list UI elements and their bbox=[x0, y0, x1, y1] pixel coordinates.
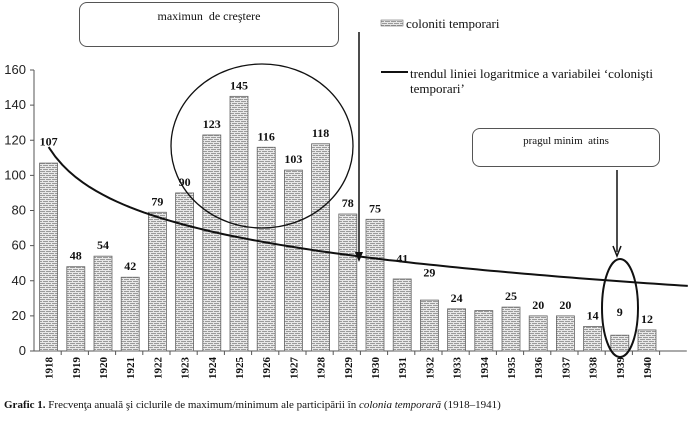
bar bbox=[147, 211, 167, 352]
bar bbox=[528, 315, 548, 352]
x-tick-label: 1919 bbox=[71, 357, 83, 380]
y-tick-label: 80 bbox=[12, 203, 26, 218]
x-tick-label: 1923 bbox=[180, 357, 192, 380]
x-tick-label: 1940 bbox=[642, 357, 654, 380]
data-label: 20 bbox=[532, 298, 544, 312]
x-tick-label: 1937 bbox=[560, 357, 572, 380]
arrow-max-head bbox=[355, 252, 363, 262]
x-tick-label: 1938 bbox=[588, 357, 600, 380]
data-label: 48 bbox=[70, 249, 82, 263]
bar bbox=[392, 278, 412, 352]
bar bbox=[556, 315, 575, 352]
bar bbox=[447, 308, 467, 352]
bar bbox=[338, 213, 358, 352]
bar bbox=[583, 326, 602, 352]
x-tick-label: 1924 bbox=[207, 357, 219, 380]
data-label: 14 bbox=[587, 308, 599, 322]
annotation-max-text: maximun de creştere bbox=[157, 9, 261, 23]
bar bbox=[66, 266, 86, 352]
bar bbox=[501, 306, 521, 352]
bar bbox=[256, 146, 276, 352]
data-label: 41 bbox=[396, 252, 408, 266]
x-tick-label: 1918 bbox=[44, 357, 56, 380]
data-label: 9 bbox=[617, 305, 623, 319]
x-tick-label: 1931 bbox=[397, 357, 409, 379]
data-label: 54 bbox=[97, 238, 109, 252]
annotation-min-box: pragul minim atins bbox=[472, 128, 660, 167]
data-label: 103 bbox=[284, 152, 302, 166]
x-tick-label: 1939 bbox=[615, 357, 627, 380]
bars bbox=[39, 95, 657, 352]
bar bbox=[365, 218, 385, 352]
bar bbox=[229, 95, 249, 352]
x-tick-label: 1928 bbox=[316, 357, 328, 380]
x-tick-label: 1927 bbox=[288, 357, 300, 380]
data-label: 107 bbox=[40, 134, 58, 148]
data-label: 79 bbox=[151, 194, 163, 208]
caption-text: Frecvenţa anuală şi ciclurile de maximum… bbox=[45, 399, 359, 411]
legend-bar-swatch bbox=[380, 19, 404, 27]
data-label: 118 bbox=[312, 126, 329, 140]
bar bbox=[175, 192, 195, 352]
figure-caption: Grafic 1. Frecvenţa anuală şi ciclurile … bbox=[4, 399, 501, 411]
data-label: 145 bbox=[230, 78, 248, 92]
y-tick-label: 60 bbox=[12, 238, 26, 253]
bar bbox=[93, 255, 113, 352]
arrow-min-head bbox=[612, 245, 622, 259]
max-circle bbox=[170, 63, 354, 229]
bar bbox=[202, 134, 222, 352]
x-tick-label: 1920 bbox=[98, 357, 110, 380]
x-tick-label: 1936 bbox=[533, 357, 545, 380]
x-tick-label: 1930 bbox=[370, 357, 382, 380]
x-tick-label: 1934 bbox=[479, 357, 491, 380]
data-label: 78 bbox=[342, 196, 354, 210]
data-label: 29 bbox=[423, 266, 435, 280]
bar bbox=[419, 299, 439, 352]
y-tick-label: 20 bbox=[12, 308, 26, 323]
x-tick-label: 1921 bbox=[125, 357, 137, 379]
annotation-max-box: maximun de creştere bbox=[79, 2, 339, 47]
x-tick-labels: 1918 1919 1920 1921 1922 1923 1924 1925 1926 1927… bbox=[44, 357, 654, 380]
data-label: 24 bbox=[451, 291, 463, 305]
axes: 0 20 40 60 80 100 120 140 160 bbox=[4, 62, 687, 358]
data-label: 20 bbox=[559, 298, 571, 312]
caption-end: (1918–1941) bbox=[441, 399, 501, 411]
bar bbox=[39, 162, 58, 352]
bar bbox=[610, 334, 630, 352]
x-tick-label: 1925 bbox=[234, 357, 246, 380]
bar bbox=[311, 143, 331, 352]
bar bbox=[637, 329, 657, 352]
data-label: 12 bbox=[641, 312, 653, 326]
caption-label: Grafic 1. bbox=[4, 399, 46, 411]
caption-italic: colonia temporară bbox=[358, 399, 442, 411]
bar bbox=[120, 276, 140, 352]
data-label: 75 bbox=[369, 201, 381, 215]
x-tick-label: 1922 bbox=[152, 357, 164, 380]
x-tick-label: 1932 bbox=[424, 357, 436, 380]
trendline bbox=[47, 146, 688, 287]
data-label: 42 bbox=[124, 259, 136, 273]
y-tick-label: 160 bbox=[4, 62, 26, 77]
legend-bars-label: coloniti temporari bbox=[406, 16, 500, 31]
y-tick-label: 120 bbox=[4, 132, 26, 147]
y-tick-label: 0 bbox=[19, 343, 26, 358]
annotation-min-text: pragul minim atins bbox=[523, 135, 609, 147]
x-tick-label: 1933 bbox=[452, 357, 464, 380]
min-ellipse bbox=[601, 258, 639, 358]
y-tick-label: 40 bbox=[12, 273, 26, 288]
data-label: 116 bbox=[258, 129, 275, 143]
bar bbox=[474, 310, 494, 352]
x-tick-label: 1926 bbox=[261, 357, 273, 380]
data-label: 25 bbox=[505, 289, 517, 303]
y-tick-label: 100 bbox=[4, 167, 26, 182]
data-label: 123 bbox=[203, 117, 221, 131]
x-tick-label: 1935 bbox=[506, 357, 518, 380]
x-tick-label: 1929 bbox=[343, 357, 355, 380]
y-tick-label: 140 bbox=[4, 97, 26, 112]
bar bbox=[283, 169, 303, 352]
legend-trend-label: trendul liniei logaritmice a variabilei … bbox=[410, 66, 653, 96]
